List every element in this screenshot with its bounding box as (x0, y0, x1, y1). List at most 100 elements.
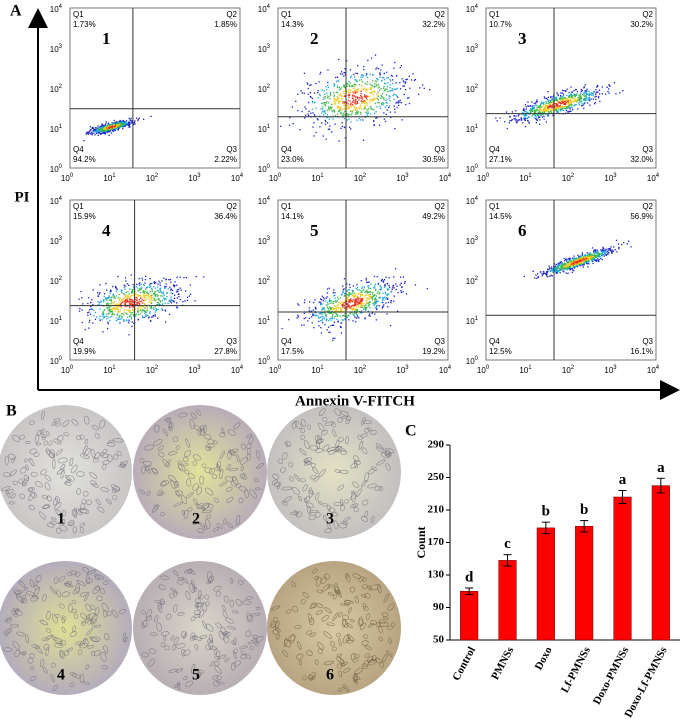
cell-dot (556, 264, 557, 265)
cell-dot (146, 294, 147, 295)
cell-dot (326, 316, 327, 317)
cell-dot (402, 78, 403, 79)
quadrant-percent: 32.0% (630, 155, 653, 164)
cell-dot (105, 283, 106, 284)
cell-dot (384, 79, 385, 80)
cell-dot (555, 266, 556, 267)
cell-dot (325, 96, 326, 97)
cell-dot (385, 302, 386, 303)
cell-dot (350, 82, 351, 83)
cell-dot (149, 312, 150, 313)
cell-dot (591, 92, 592, 93)
cell-dot (362, 119, 363, 120)
quadrant-name: Q4 (281, 337, 292, 346)
cell-dot (574, 97, 575, 98)
cell-dot (105, 123, 106, 124)
cell-dot (379, 106, 380, 107)
cell-dot (138, 310, 139, 311)
cell-dot (104, 296, 105, 297)
plot-frame (70, 8, 240, 168)
cell-dot (108, 310, 109, 311)
cell-dot (590, 94, 591, 95)
cell-dot (126, 302, 127, 303)
cell-dot (139, 303, 140, 304)
cell-dot (363, 303, 364, 304)
cell-dot (90, 126, 91, 127)
cell-dot (619, 92, 620, 93)
cell-dot (401, 102, 402, 103)
cell-dot (318, 81, 319, 82)
cell-dot (544, 96, 545, 97)
quadrant-percent: 27.8% (214, 347, 237, 356)
cell-dot (538, 117, 539, 118)
cell-dot (393, 276, 394, 277)
cell-dot (550, 103, 551, 104)
cell-dot (118, 128, 119, 129)
cell-dot (549, 276, 550, 277)
cell-dot (543, 110, 544, 111)
cell-dot (98, 132, 99, 133)
cell-dot (140, 307, 141, 308)
cell-dot (535, 103, 536, 104)
cell-dot (330, 325, 331, 326)
cell-dot (115, 308, 116, 309)
cell-dot (343, 103, 344, 104)
tick-exponent: 3 (475, 44, 479, 50)
cell-dot (112, 311, 113, 312)
cell-dot (149, 291, 150, 292)
cell-dot (355, 85, 356, 86)
cell-dot (151, 283, 152, 284)
cell-dot (412, 73, 413, 74)
cell-dot (124, 312, 125, 313)
cell-dot (590, 255, 591, 256)
cell-dot (504, 121, 505, 122)
cell-dot (355, 90, 356, 91)
quadrant-percent: 16.1% (630, 347, 653, 356)
cell-dot (317, 92, 318, 93)
cell-dot (585, 92, 586, 93)
x-tick-label: 104 (647, 365, 660, 376)
cell-dot (354, 304, 355, 305)
cell-dot (388, 107, 389, 108)
x-tick-label: 100 (269, 365, 282, 376)
cell-dot (374, 113, 375, 114)
cell-dot (373, 121, 374, 122)
cell-dot (79, 308, 80, 309)
y-tick-label: 104 (50, 196, 63, 207)
cell-dot (309, 85, 310, 86)
cell-dot (585, 261, 586, 262)
cell-dot (352, 110, 353, 111)
cell-dot (332, 307, 333, 308)
quadrant-name: Q2 (642, 10, 653, 19)
cell-dot (409, 76, 410, 77)
cell-dot (322, 103, 323, 104)
cell-dot (574, 90, 575, 91)
cell-dot (381, 96, 382, 97)
cell-dot (570, 266, 571, 267)
cell-dot (375, 80, 376, 81)
cell-dot (157, 283, 158, 284)
cell-dot (325, 105, 326, 106)
cell-dot (563, 110, 564, 111)
cell-dot (370, 294, 371, 295)
cell-dot (545, 104, 546, 105)
cell-dot (309, 310, 310, 311)
cell-dot (304, 117, 305, 118)
cell-dot (360, 77, 361, 78)
cell-dot (586, 90, 587, 91)
cell-dot (344, 107, 345, 108)
cell-dot (86, 133, 87, 134)
cell-dot (339, 107, 340, 108)
cell-dot (116, 290, 117, 291)
cell-dot (138, 314, 139, 315)
cell-dot (387, 91, 388, 92)
cell-dot (333, 100, 334, 101)
cell-dot (606, 252, 607, 253)
tick-exponent: 2 (363, 365, 367, 371)
cell-dot (550, 97, 551, 98)
quadrant-name: Q2 (434, 10, 445, 19)
cell-dot (99, 292, 100, 293)
cell-dot (562, 92, 563, 93)
cell-dot (340, 297, 341, 298)
cell-dot (313, 310, 314, 311)
